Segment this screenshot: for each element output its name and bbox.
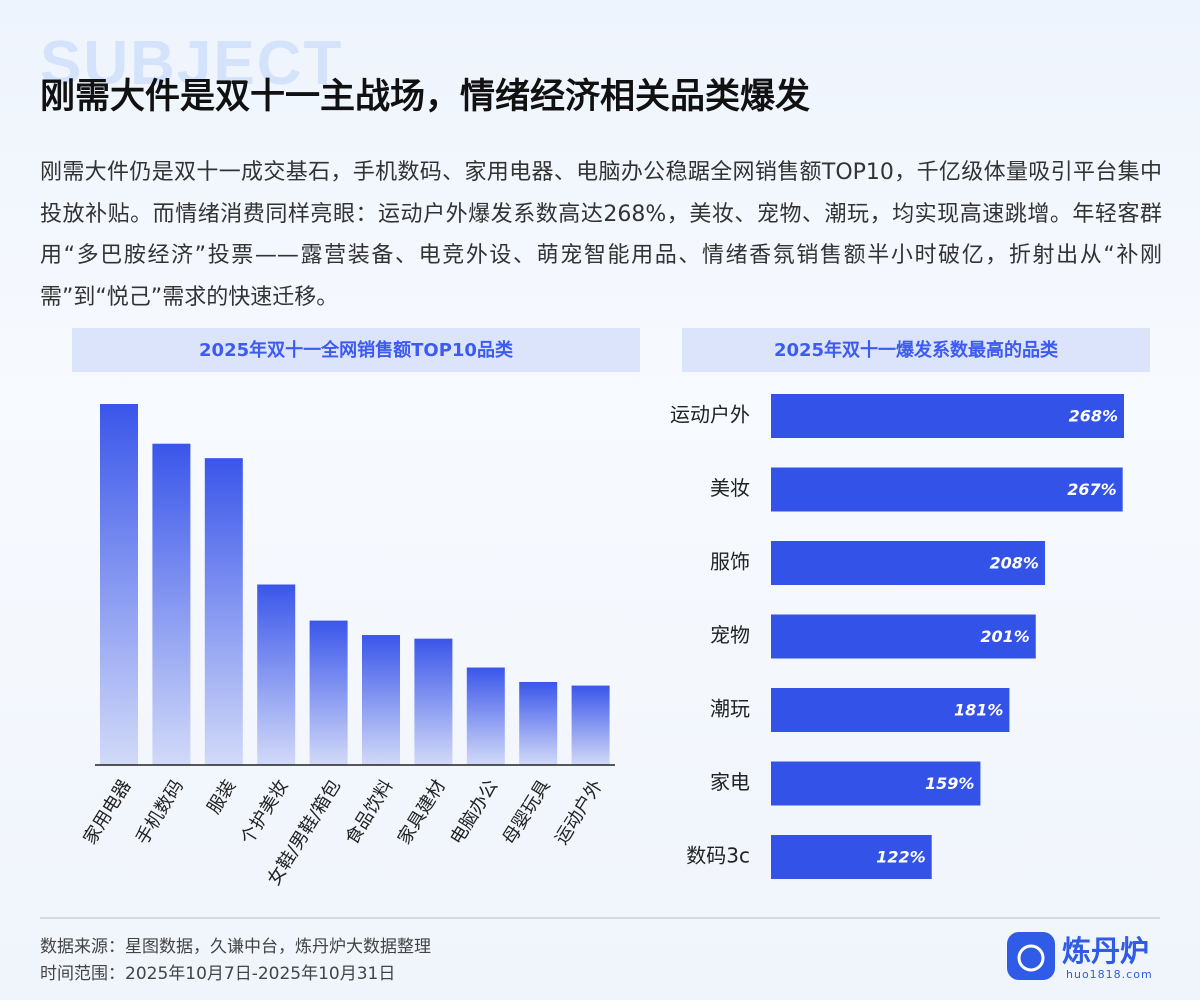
x-tick-label: 个护美妆 — [237, 776, 293, 848]
brand-site: huo1818.com — [1066, 968, 1153, 981]
chart-title-box — [682, 328, 1150, 372]
value-label: 268% — [1069, 407, 1118, 426]
value-label: 208% — [990, 554, 1039, 573]
bar — [466, 667, 505, 765]
bar — [771, 761, 981, 806]
bar — [571, 685, 610, 765]
value-label: 181% — [954, 701, 1003, 720]
logo-icon — [1007, 932, 1055, 980]
x-tick-label: 家用电器 — [80, 776, 136, 848]
bar — [257, 584, 296, 765]
x-tick-label: 食品饮料 — [342, 776, 398, 848]
bar — [362, 635, 400, 765]
value-label: 201% — [980, 627, 1029, 646]
value-label: 267% — [1067, 480, 1116, 499]
bar — [152, 443, 191, 765]
bar — [309, 620, 348, 765]
x-tick-label: 手机数码 — [132, 776, 188, 848]
bar — [204, 458, 243, 765]
value-label: 159% — [925, 774, 974, 793]
bar — [771, 467, 1123, 512]
x-tick-label: 电脑办公 — [446, 776, 502, 848]
chart-title: 2025年双十一全网销售额TOP10品类 — [199, 339, 514, 361]
watermark: SUBJECT — [40, 29, 344, 98]
logo-icon-ring — [1017, 944, 1045, 972]
bar — [771, 688, 1010, 732]
chart-title: 2025年双十一爆发系数最高的品类 — [774, 339, 1059, 361]
source-note: 数据来源：星图数据，久谦中台，炼丹炉大数据整理 — [40, 937, 431, 957]
y-tick-label: 美妆 — [710, 476, 750, 500]
x-tick-label: 母婴玩具 — [499, 776, 555, 848]
time-note: 时间范围：2025年10月7日-2025年10月31日 — [40, 964, 396, 984]
y-tick-label: 运动户外 — [670, 403, 750, 427]
bar — [100, 404, 138, 765]
bar — [771, 614, 1036, 659]
bar — [414, 638, 453, 765]
body-text: 刚需大件仍是双十一成交基石，手机数码、家用电器、电脑办公稳踞全网销售额TOP10… — [40, 160, 1162, 310]
y-tick-label: 宠物 — [710, 623, 750, 647]
bar — [519, 681, 558, 765]
y-tick-label: 潮玩 — [710, 697, 750, 721]
bar — [771, 394, 1124, 438]
bar — [771, 541, 1045, 585]
x-tick-label: 运动户外 — [551, 776, 607, 848]
chart-title-box — [72, 328, 640, 372]
y-tick-label: 家电 — [710, 770, 750, 794]
value-label: 122% — [876, 848, 925, 867]
y-tick-label: 数码3c — [686, 844, 750, 868]
bar — [771, 835, 932, 879]
x-tick-label: 家具建材 — [394, 776, 450, 848]
x-tick-label: 服装 — [203, 776, 240, 818]
brand-name: 炼丹炉 — [1062, 934, 1150, 968]
page-title: 刚需大件是双十一主战场，情绪经济相关品类爆发 — [40, 77, 811, 117]
y-tick-label: 服饰 — [710, 550, 750, 574]
